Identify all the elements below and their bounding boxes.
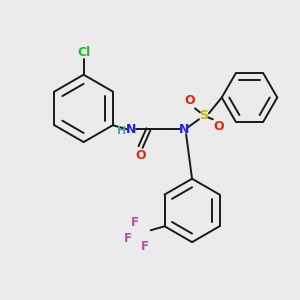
Text: F: F	[131, 216, 139, 229]
Text: S: S	[200, 109, 208, 122]
Text: Cl: Cl	[77, 46, 90, 59]
Text: H: H	[117, 126, 126, 136]
Text: N: N	[179, 123, 189, 136]
Text: F: F	[124, 232, 132, 245]
Text: F: F	[141, 240, 149, 253]
Text: O: O	[214, 120, 224, 133]
Text: O: O	[135, 149, 146, 162]
Text: N: N	[125, 123, 136, 136]
Text: O: O	[185, 94, 195, 107]
